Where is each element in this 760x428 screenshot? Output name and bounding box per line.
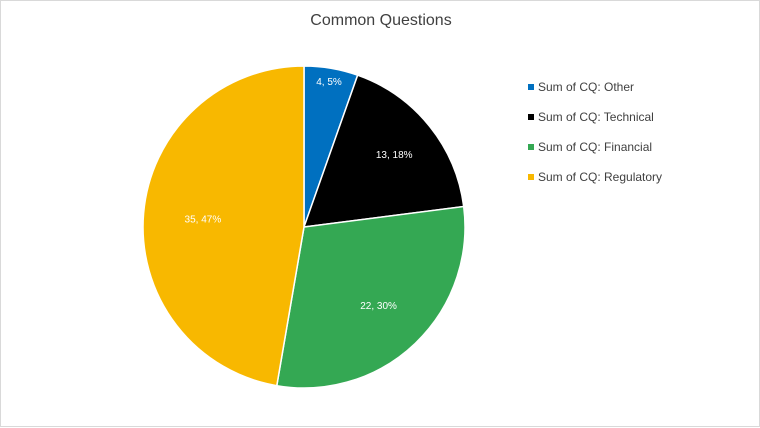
pie-slice-3 [275,205,466,389]
slice-data-label-4: 35, 47% [185,214,222,225]
legend-swatch-3 [528,144,534,150]
slice-labels: 4, 5% 13, 18% 22, 30% 35, 47% [185,77,413,312]
legend-swatch-4 [528,174,534,180]
legend: Sum of CQ: Other Sum of CQ: Technical Sum … [528,80,662,184]
slice-data-label-2: 13, 18% [376,150,413,161]
pie-slice-4 [142,65,305,387]
legend-label-1: Sum of CQ: Other [538,80,634,94]
slice-data-label-1: 4, 5% [316,77,342,88]
slice-data-label-3: 22, 30% [360,301,397,312]
pie-slice-2 [302,74,465,228]
pie-slices [142,65,466,389]
legend-label-2: Sum of CQ: Technical [538,110,654,124]
legend-swatch-1 [528,84,534,90]
legend-label-4: Sum of CQ: Regulatory [538,170,662,184]
legend-swatch-2 [528,114,534,120]
legend-label-3: Sum of CQ: Financial [538,140,652,154]
chart-title: Common Questions [310,12,451,29]
